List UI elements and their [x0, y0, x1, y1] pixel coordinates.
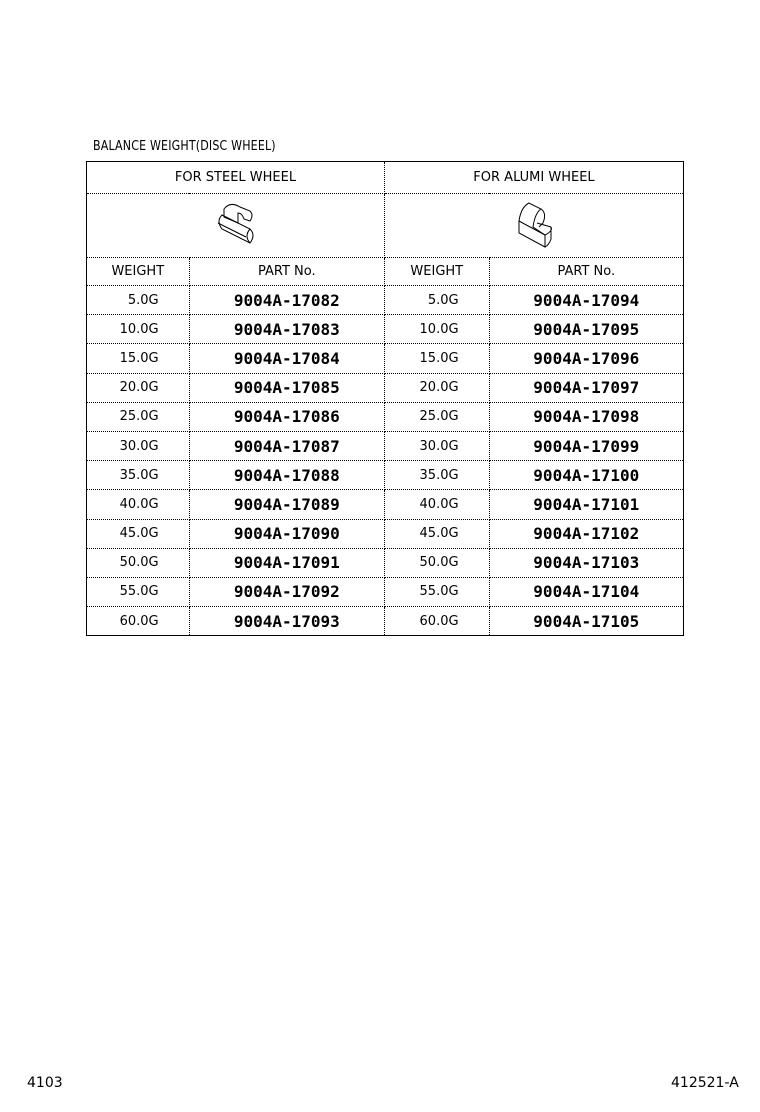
weight-cell: 25.0G	[86, 401, 190, 432]
weight-cell: 5.0G	[86, 284, 190, 316]
table-row: 5.0G 9004A-17082 5.0G 9004A-17094	[86, 284, 685, 316]
weight-cell: 50.0G	[86, 547, 190, 578]
part-number-cell: 9004A-17088	[188, 460, 385, 491]
weight-cell: 10.0G	[86, 314, 190, 345]
table-row: 10.0G 9004A-17083 10.0G 9004A-17095	[86, 314, 685, 345]
table-row: 30.0G 9004A-17087 30.0G 9004A-17099	[86, 430, 685, 462]
part-number-cell: 9004A-17092	[188, 576, 385, 608]
part-number-cell: 9004A-17089	[188, 489, 385, 520]
part-number-cell: 9004A-17096	[488, 343, 685, 374]
weight-cell: 15.0G	[86, 343, 190, 374]
group-header-steel: FOR STEEL WHEEL	[86, 161, 385, 194]
part-number-cell: 9004A-17093	[188, 606, 385, 637]
weight-cell: 45.0G	[86, 518, 190, 549]
column-header-weight: WEIGHT	[383, 257, 490, 286]
part-number-cell: 9004A-17086	[188, 401, 385, 432]
column-header-weight: WEIGHT	[86, 257, 190, 286]
weight-cell: 55.0G	[86, 576, 190, 608]
alumi-wheel-balance-weight-icon	[518, 201, 552, 248]
weight-cell: 55.0G	[383, 576, 490, 608]
part-number-cell: 9004A-17101	[488, 489, 685, 520]
table-row: 55.0G 9004A-17092 55.0G 9004A-17104	[86, 576, 685, 608]
part-number-cell: 9004A-17100	[488, 460, 685, 491]
table-row: 25.0G 9004A-17086 25.0G 9004A-17098	[86, 401, 685, 432]
part-number-cell: 9004A-17102	[488, 518, 685, 549]
figure-id: 412521-A	[671, 1075, 739, 1091]
weight-cell: 15.0G	[383, 343, 490, 374]
table-row: 35.0G 9004A-17088 35.0G 9004A-17100	[86, 460, 685, 491]
page-number: 4103	[27, 1075, 63, 1091]
weight-cell: 5.0G	[383, 284, 490, 316]
weight-cell: 20.0G	[86, 372, 190, 403]
part-number-cell: 9004A-17082	[188, 284, 385, 316]
weight-cell: 20.0G	[383, 372, 490, 403]
steel-wheel-balance-weight-icon	[218, 203, 254, 244]
weight-cell: 35.0G	[86, 460, 190, 491]
table-row: 45.0G 9004A-17090 45.0G 9004A-17102	[86, 518, 685, 549]
weight-cell: 50.0G	[383, 547, 490, 578]
weight-cell: 60.0G	[86, 606, 190, 637]
weight-cell: 30.0G	[383, 430, 490, 462]
part-number-cell: 9004A-17084	[188, 343, 385, 374]
weight-cell: 35.0G	[383, 460, 490, 491]
part-number-cell: 9004A-17085	[188, 372, 385, 403]
weight-cell: 25.0G	[383, 401, 490, 432]
table-row: 50.0G 9004A-17091 50.0G 9004A-17103	[86, 547, 685, 578]
part-number-cell: 9004A-17091	[188, 547, 385, 578]
part-number-cell: 9004A-17083	[188, 314, 385, 345]
weight-cell: 40.0G	[86, 489, 190, 520]
section-title: BALANCE WEIGHT(DISC WHEEL)	[93, 139, 276, 154]
table-row: 20.0G 9004A-17085 20.0G 9004A-17097	[86, 372, 685, 403]
part-number-cell: 9004A-17099	[488, 430, 685, 462]
weight-cell: 60.0G	[383, 606, 490, 637]
part-number-cell: 9004A-17090	[188, 518, 385, 549]
column-header-part: PART No.	[488, 257, 685, 286]
group-header-alumi: FOR ALUMI WHEEL	[383, 161, 685, 194]
weight-cell: 10.0G	[383, 314, 490, 345]
part-number-cell: 9004A-17087	[188, 430, 385, 462]
table-row: 40.0G 9004A-17089 40.0G 9004A-17101	[86, 489, 685, 520]
parts-table: FOR STEEL WHEEL FOR ALUMI WHEEL WEIGHT P…	[86, 161, 685, 637]
part-number-cell: 9004A-17103	[488, 547, 685, 578]
table-row: 15.0G 9004A-17084 15.0G 9004A-17096	[86, 343, 685, 374]
table-row: 60.0G 9004A-17093 60.0G 9004A-17105	[86, 606, 685, 637]
weight-cell: 30.0G	[86, 430, 190, 462]
steel-illustration-cell	[86, 193, 385, 258]
part-number-cell: 9004A-17095	[488, 314, 685, 345]
weight-cell: 45.0G	[383, 518, 490, 549]
part-number-cell: 9004A-17097	[488, 372, 685, 403]
part-number-cell: 9004A-17094	[488, 284, 685, 316]
part-number-cell: 9004A-17098	[488, 401, 685, 432]
column-header-part: PART No.	[188, 257, 385, 286]
weight-cell: 40.0G	[383, 489, 490, 520]
part-number-cell: 9004A-17105	[488, 606, 685, 637]
part-number-cell: 9004A-17104	[488, 576, 685, 608]
alumi-illustration-cell	[383, 193, 685, 258]
